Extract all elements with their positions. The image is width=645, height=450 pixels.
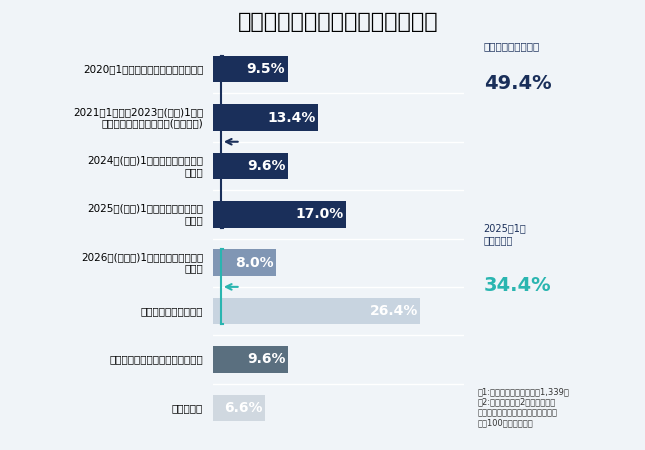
Bar xyxy=(213,346,288,373)
Text: 9.6%: 9.6% xyxy=(248,352,286,366)
Bar xyxy=(213,104,318,131)
Text: すでに年賀状じまい: すでに年賀状じまい xyxy=(484,41,540,51)
Bar xyxy=(213,56,288,82)
Text: 6.6%: 6.6% xyxy=(224,401,263,415)
Text: 9.5%: 9.5% xyxy=(246,62,285,76)
Text: 26.4%: 26.4% xyxy=(370,304,418,318)
Bar xyxy=(213,201,346,228)
Text: 49.4%: 49.4% xyxy=(484,74,551,93)
Bar xyxy=(213,395,264,421)
Text: 注1:母数は、有効回答企業1,339社
注2:小数点以下第2位を四捨五入
　　しているため、合計は必ずしも
　　100とはならない: 注1:母数は、有効回答企業1,339社 注2:小数点以下第2位を四捨五入 してい… xyxy=(477,387,569,428)
Text: 13.4%: 13.4% xyxy=(268,111,316,125)
Bar xyxy=(213,298,421,324)
Bar xyxy=(213,153,288,179)
Text: 8.0%: 8.0% xyxy=(235,256,273,270)
Text: 9.6%: 9.6% xyxy=(248,159,286,173)
Text: 17.0%: 17.0% xyxy=(296,207,344,221)
Text: 34.4%: 34.4% xyxy=(484,276,551,295)
Bar xyxy=(213,249,276,276)
Title: 企業における年賀状じまいの状況: 企業における年賀状じまいの状況 xyxy=(238,12,439,32)
Text: 2025年1月
年賀状あり: 2025年1月 年賀状あり xyxy=(484,223,526,245)
